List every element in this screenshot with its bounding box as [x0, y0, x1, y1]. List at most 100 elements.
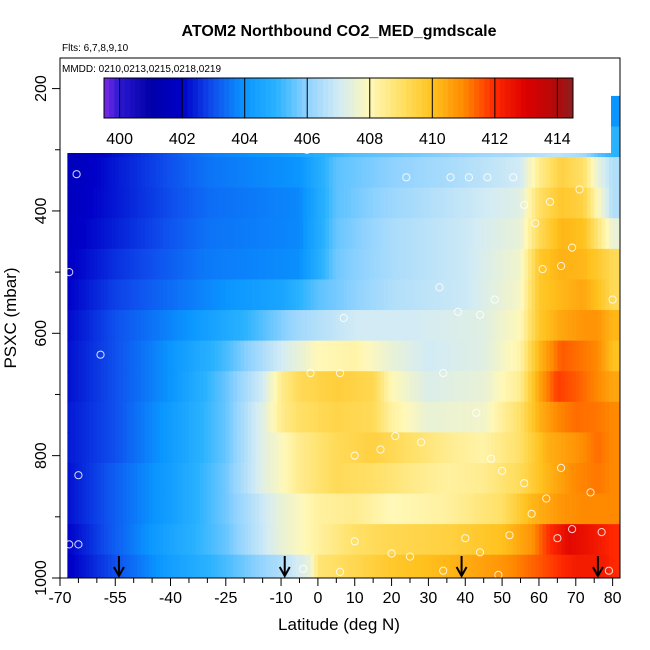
heatmap-cell	[299, 310, 304, 342]
heatmap-cell	[476, 371, 481, 403]
heatmap-cell	[211, 493, 216, 525]
heatmap-cell	[476, 401, 481, 433]
heatmap-cell	[347, 157, 352, 189]
heatmap-cell	[457, 157, 463, 189]
heatmap-cell	[450, 279, 455, 311]
heatmap-cell	[472, 310, 477, 342]
heatmap-cell	[542, 524, 547, 556]
heatmap-cell	[513, 157, 518, 189]
heatmap-cell	[299, 340, 304, 372]
x-tick-label: -10	[269, 590, 292, 607]
heatmap-cell	[292, 432, 297, 464]
heatmap-cell	[524, 432, 529, 464]
heatmap-cell	[520, 493, 525, 525]
heatmap-cell	[71, 187, 76, 219]
heatmap-cell	[502, 248, 507, 281]
heatmap-cell	[446, 524, 452, 556]
heatmap-cell	[365, 218, 371, 250]
heatmap-cell	[207, 340, 212, 372]
heatmap-cell	[229, 157, 234, 189]
heatmap-cell	[270, 279, 275, 311]
heatmap-cell	[332, 493, 337, 525]
heatmap-cell	[225, 371, 231, 403]
heatmap-cell	[247, 310, 253, 342]
heatmap-cell	[380, 432, 385, 464]
heatmap-cell	[251, 279, 256, 311]
heatmap-cell	[557, 462, 562, 495]
heatmap-cell	[450, 524, 455, 556]
heatmap-cell	[354, 310, 360, 342]
heatmap-cell	[568, 340, 573, 372]
heatmap-cell	[594, 187, 599, 219]
heatmap-cell	[575, 371, 581, 403]
heatmap-cell	[557, 493, 562, 525]
heatmap-cell	[376, 524, 382, 556]
heatmap-cell	[266, 524, 271, 556]
heatmap-cell	[538, 493, 544, 525]
heatmap-cell	[417, 157, 422, 189]
heatmap-cell	[417, 279, 422, 311]
heatmap-cell	[306, 493, 312, 525]
heatmap-cell	[163, 218, 168, 250]
heatmap-cell	[616, 340, 620, 372]
heatmap-cell	[130, 371, 135, 403]
heatmap-cell	[358, 279, 363, 311]
heatmap-cell	[380, 157, 385, 189]
heatmap-cell	[432, 218, 437, 250]
heatmap-cell	[299, 493, 304, 525]
heatmap-cell	[292, 371, 297, 403]
heatmap-cell	[561, 340, 566, 372]
heatmap-cell	[597, 157, 603, 189]
heatmap-cell	[137, 371, 142, 403]
heatmap-cell	[240, 401, 245, 433]
heatmap-cell	[354, 554, 360, 578]
heatmap-cell	[111, 340, 116, 372]
heatmap-cell	[284, 462, 290, 495]
heatmap-cell	[579, 248, 584, 281]
heatmap-cell	[454, 187, 459, 219]
heatmap-cell	[443, 310, 448, 342]
heatmap-cell	[144, 554, 150, 578]
heatmap-cell	[288, 462, 293, 495]
heatmap-cell	[616, 371, 620, 403]
heatmap-cell	[126, 371, 131, 403]
heatmap-cell	[336, 432, 341, 464]
heatmap-cell	[207, 218, 212, 250]
heatmap-cell	[203, 248, 208, 281]
heatmap-cell	[229, 218, 234, 250]
heatmap-cell	[107, 340, 113, 372]
heatmap-cell	[78, 340, 83, 372]
heatmap-cell	[557, 157, 562, 189]
heatmap-cell	[564, 248, 570, 281]
heatmap-cell	[236, 524, 242, 556]
heatmap-cell	[170, 554, 175, 578]
heatmap-cell	[137, 248, 142, 281]
heatmap-cell	[78, 524, 83, 556]
heatmap-cell	[413, 371, 418, 403]
colorbar-segment	[265, 78, 272, 118]
heatmap-cell	[196, 524, 201, 556]
heatmap-cell	[546, 187, 551, 219]
sample-point	[376, 445, 385, 454]
heatmap-cell	[520, 462, 525, 495]
heatmap-layer	[67, 218, 620, 250]
colorbar-segment	[541, 78, 548, 118]
sample-point	[65, 268, 74, 277]
heatmap-cell	[207, 401, 212, 433]
heatmap-cell	[270, 401, 275, 433]
heatmap-cell	[472, 218, 477, 250]
heatmap-cell	[491, 371, 496, 403]
heatmap-cell	[402, 371, 407, 403]
heatmap-cell	[421, 279, 426, 311]
heatmap-cell	[572, 279, 577, 311]
heatmap-cell	[255, 218, 260, 250]
heatmap-cell	[402, 493, 407, 525]
heatmap-cell	[78, 157, 83, 189]
heatmap-cell	[104, 371, 109, 403]
heatmap-cell	[284, 371, 290, 403]
heatmap-cell	[406, 432, 411, 464]
heatmap-cell	[144, 248, 150, 281]
heatmap-cell	[85, 462, 91, 495]
sample-point	[575, 185, 584, 194]
heatmap-cell	[67, 401, 72, 433]
